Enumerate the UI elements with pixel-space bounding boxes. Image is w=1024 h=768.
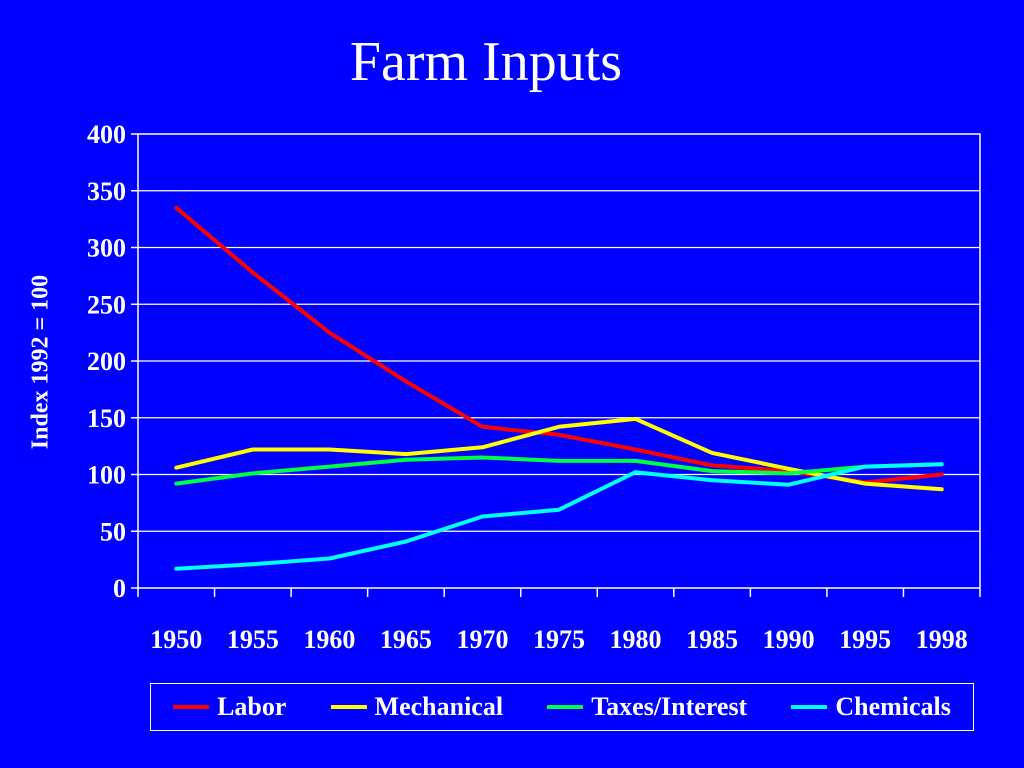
axes	[131, 133, 981, 597]
slide-title: Farm Inputs	[349, 31, 623, 93]
y-tick-label: 0	[113, 574, 126, 603]
y-tick-label: 400	[87, 120, 126, 149]
x-tick-label: 1998	[916, 625, 968, 654]
x-tick-label: 1985	[686, 625, 738, 654]
x-tick-label: 1995	[839, 625, 891, 654]
legend-label: Chemicals	[835, 692, 951, 721]
legend-swatch	[791, 705, 828, 709]
x-tick-labels: 1950 1955 1960 1965 1970 1975 1980 1985 1990 1995…	[150, 625, 967, 654]
gridlines	[138, 190, 980, 532]
x-tick-label: 1965	[380, 625, 432, 654]
y-tick-label: 350	[87, 177, 126, 206]
legend-item-taxes-interest: Taxes/Interest	[547, 692, 747, 722]
y-tick-label: 100	[87, 461, 126, 490]
series-line-mechanical	[174, 416, 944, 492]
y-tick-label: 300	[87, 234, 126, 263]
series-line-taxes-interest	[174, 455, 944, 486]
legend-swatch	[330, 705, 367, 709]
legend-item-mechanical: Mechanical	[330, 692, 504, 722]
series-line-labor	[174, 205, 944, 485]
x-tick-label: 1950	[150, 625, 202, 654]
x-tick-label: 1975	[533, 625, 585, 654]
legend-swatch	[173, 705, 210, 709]
legend-item-chemicals: Chemicals	[791, 692, 951, 722]
x-tick-label: 1980	[610, 625, 662, 654]
y-tick-label: 200	[87, 347, 126, 376]
x-tick-label: 1990	[763, 625, 815, 654]
y-tick-label: 50	[100, 517, 126, 546]
x-tick-label: 1960	[303, 625, 355, 654]
series-lines	[174, 205, 944, 571]
y-tick-label: 150	[87, 404, 126, 433]
y-tick-labels: 0 50 100 150 200 250 300 350 400	[87, 120, 126, 603]
series-line-chemicals	[174, 462, 944, 571]
legend: Labor Mechanical Taxes/Interest Chemicals	[150, 683, 974, 731]
legend-label: Labor	[217, 692, 287, 721]
legend-item-labor: Labor	[173, 692, 286, 722]
legend-label: Taxes/Interest	[591, 692, 748, 721]
y-tick-label: 250	[87, 290, 126, 319]
x-tick-label: 1955	[227, 625, 279, 654]
x-tick-label: 1970	[456, 625, 508, 654]
legend-swatch	[547, 705, 584, 709]
legend-label: Mechanical	[374, 692, 504, 721]
